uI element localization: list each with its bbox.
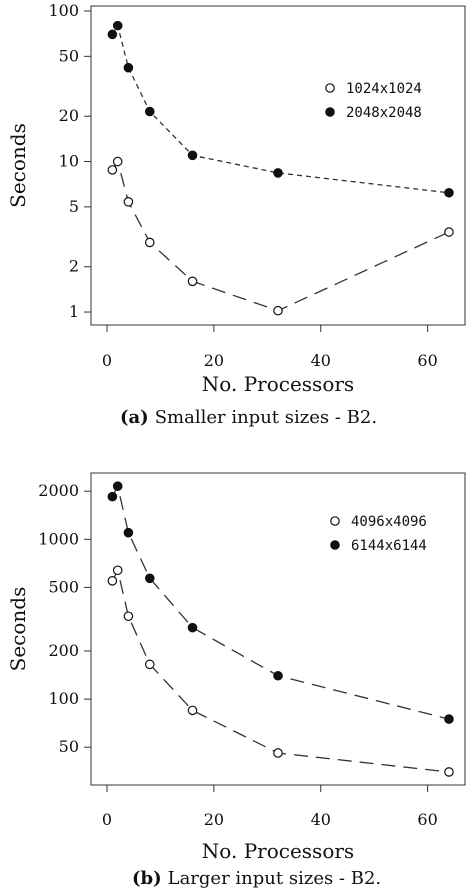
data-point: [144, 573, 155, 584]
legend-marker: [325, 83, 335, 93]
legend-marker: [330, 516, 340, 526]
y-tick-label: 200: [48, 641, 79, 660]
data-point: [444, 187, 454, 198]
data-point: [187, 150, 198, 161]
series-4096x4096: [107, 565, 454, 777]
data-point: [273, 748, 283, 758]
legend-label: 1024x1024: [346, 81, 422, 97]
x-tick-label: 20: [204, 351, 224, 370]
legend-label: 6144x6144: [351, 538, 427, 554]
data-point: [273, 670, 283, 681]
data-point: [112, 565, 123, 576]
y-tick-label: 10: [59, 152, 79, 171]
y-tick-label: 100: [48, 689, 79, 708]
series-1024x1024: [107, 156, 454, 316]
plot-frame: [90, 472, 466, 786]
figure-caption: (a) Smaller input sizes - B2.: [120, 407, 377, 428]
legend-label: 2048x2048: [346, 105, 422, 121]
series-line: [111, 159, 450, 312]
y-axis-label: Seconds: [6, 587, 30, 672]
x-tick-label: 0: [102, 351, 112, 370]
data-point: [444, 227, 454, 237]
legend-marker: [325, 107, 335, 117]
chart-panel-b: 0 20 40 60 50 100 200 500 1000 2000 No. Processors…: [6, 472, 466, 889]
data-point: [273, 168, 283, 178]
y-tick-label: 20: [59, 106, 79, 125]
data-point: [107, 165, 118, 175]
legend-marker: [330, 540, 340, 550]
caption-text: Smaller input sizes - B2.: [155, 407, 377, 428]
data-point: [112, 156, 123, 167]
y-tick-label: 5: [69, 197, 79, 216]
y-tick-label: 500: [48, 577, 79, 596]
figure-caption: (b) Larger input sizes - B2.: [132, 868, 381, 889]
data-point: [444, 767, 454, 777]
x-tick-label: 40: [311, 351, 331, 370]
data-point: [187, 622, 198, 633]
x-tick-label: 40: [311, 810, 331, 829]
data-point: [123, 197, 134, 207]
y-tick-label: 100: [48, 1, 79, 20]
caption-tag: (b): [132, 868, 162, 889]
data-point: [107, 29, 118, 40]
data-point: [273, 305, 283, 316]
x-axis-label: No. Processors: [202, 372, 354, 396]
data-point: [144, 106, 155, 117]
y-tick-label: 2: [69, 257, 79, 276]
x-tick-label: 0: [102, 810, 112, 829]
plot-frame: [90, 5, 466, 326]
data-point: [144, 237, 155, 248]
series-6144x6144: [107, 481, 454, 724]
data-point: [112, 481, 123, 491]
x-axis-label: No. Processors: [202, 839, 354, 863]
data-point: [107, 575, 118, 586]
y-tick-label: 50: [59, 46, 79, 65]
x-tick-label: 60: [417, 351, 437, 370]
data-point: [187, 276, 198, 287]
legend-label: 4096x4096: [351, 514, 427, 530]
x-tick-label: 20: [204, 810, 224, 829]
data-point: [107, 491, 118, 502]
data-point: [187, 705, 198, 716]
y-tick-label: 1000: [38, 529, 79, 548]
caption-text: Larger input sizes - B2.: [168, 868, 382, 889]
series-2048x2048: [107, 20, 454, 198]
chart-panel-a: 0 20 40 60 1 2 5 10 20 50 100 No. Processors Seconds…: [6, 1, 466, 428]
y-tick-label: 50: [59, 737, 79, 756]
y-tick-label: 1: [69, 302, 79, 321]
data-point: [144, 659, 155, 670]
x-tick-label: 60: [417, 810, 437, 829]
data-point: [123, 62, 134, 73]
data-point: [123, 611, 134, 622]
y-axis-label: Seconds: [6, 123, 30, 208]
y-tick-label: 2000: [38, 481, 79, 500]
caption-tag: (a): [120, 407, 149, 428]
data-point: [112, 20, 123, 31]
data-point: [444, 714, 454, 724]
series-line: [111, 568, 450, 773]
data-point: [123, 527, 134, 538]
